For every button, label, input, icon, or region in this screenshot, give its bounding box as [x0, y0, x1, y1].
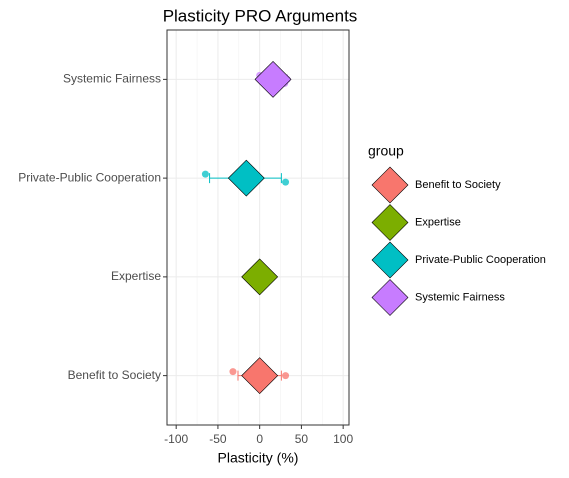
x-tick-label: 50 [295, 432, 309, 446]
y-tick-label: Benefit to Society [68, 368, 161, 382]
y-tick-label: Systemic Fairness [63, 72, 161, 86]
legend-label: Systemic Fairness [415, 291, 505, 303]
y-tick-label: Private-Public Cooperation [18, 170, 161, 184]
legend-key [371, 241, 409, 279]
legend-label: Benefit to Society [415, 179, 501, 191]
mean-diamond [254, 60, 292, 98]
x-axis-label: Plasticity (%) [218, 450, 299, 466]
legend-label: Expertise [415, 216, 461, 228]
x-tick-label: -50 [209, 432, 227, 446]
x-tick-label: 100 [333, 432, 353, 446]
mean-diamond [227, 159, 265, 197]
data-point [201, 170, 209, 178]
data-point [282, 178, 290, 186]
legend-key [371, 166, 409, 204]
mean-diamond [241, 357, 279, 395]
legend-label: Private-Public Cooperation [415, 254, 546, 266]
data-point [229, 368, 237, 376]
panel-border [166, 29, 350, 426]
legend-title: group [368, 143, 404, 159]
chart-title: Plasticity PRO Arguments [163, 6, 358, 25]
x-tick-label: -100 [164, 432, 188, 446]
legend-key [371, 204, 409, 241]
legend-key [371, 279, 409, 316]
x-tick-label: 0 [256, 432, 263, 446]
data-point [282, 372, 290, 380]
mean-diamond [241, 258, 279, 296]
y-tick-label: Expertise [111, 269, 161, 283]
